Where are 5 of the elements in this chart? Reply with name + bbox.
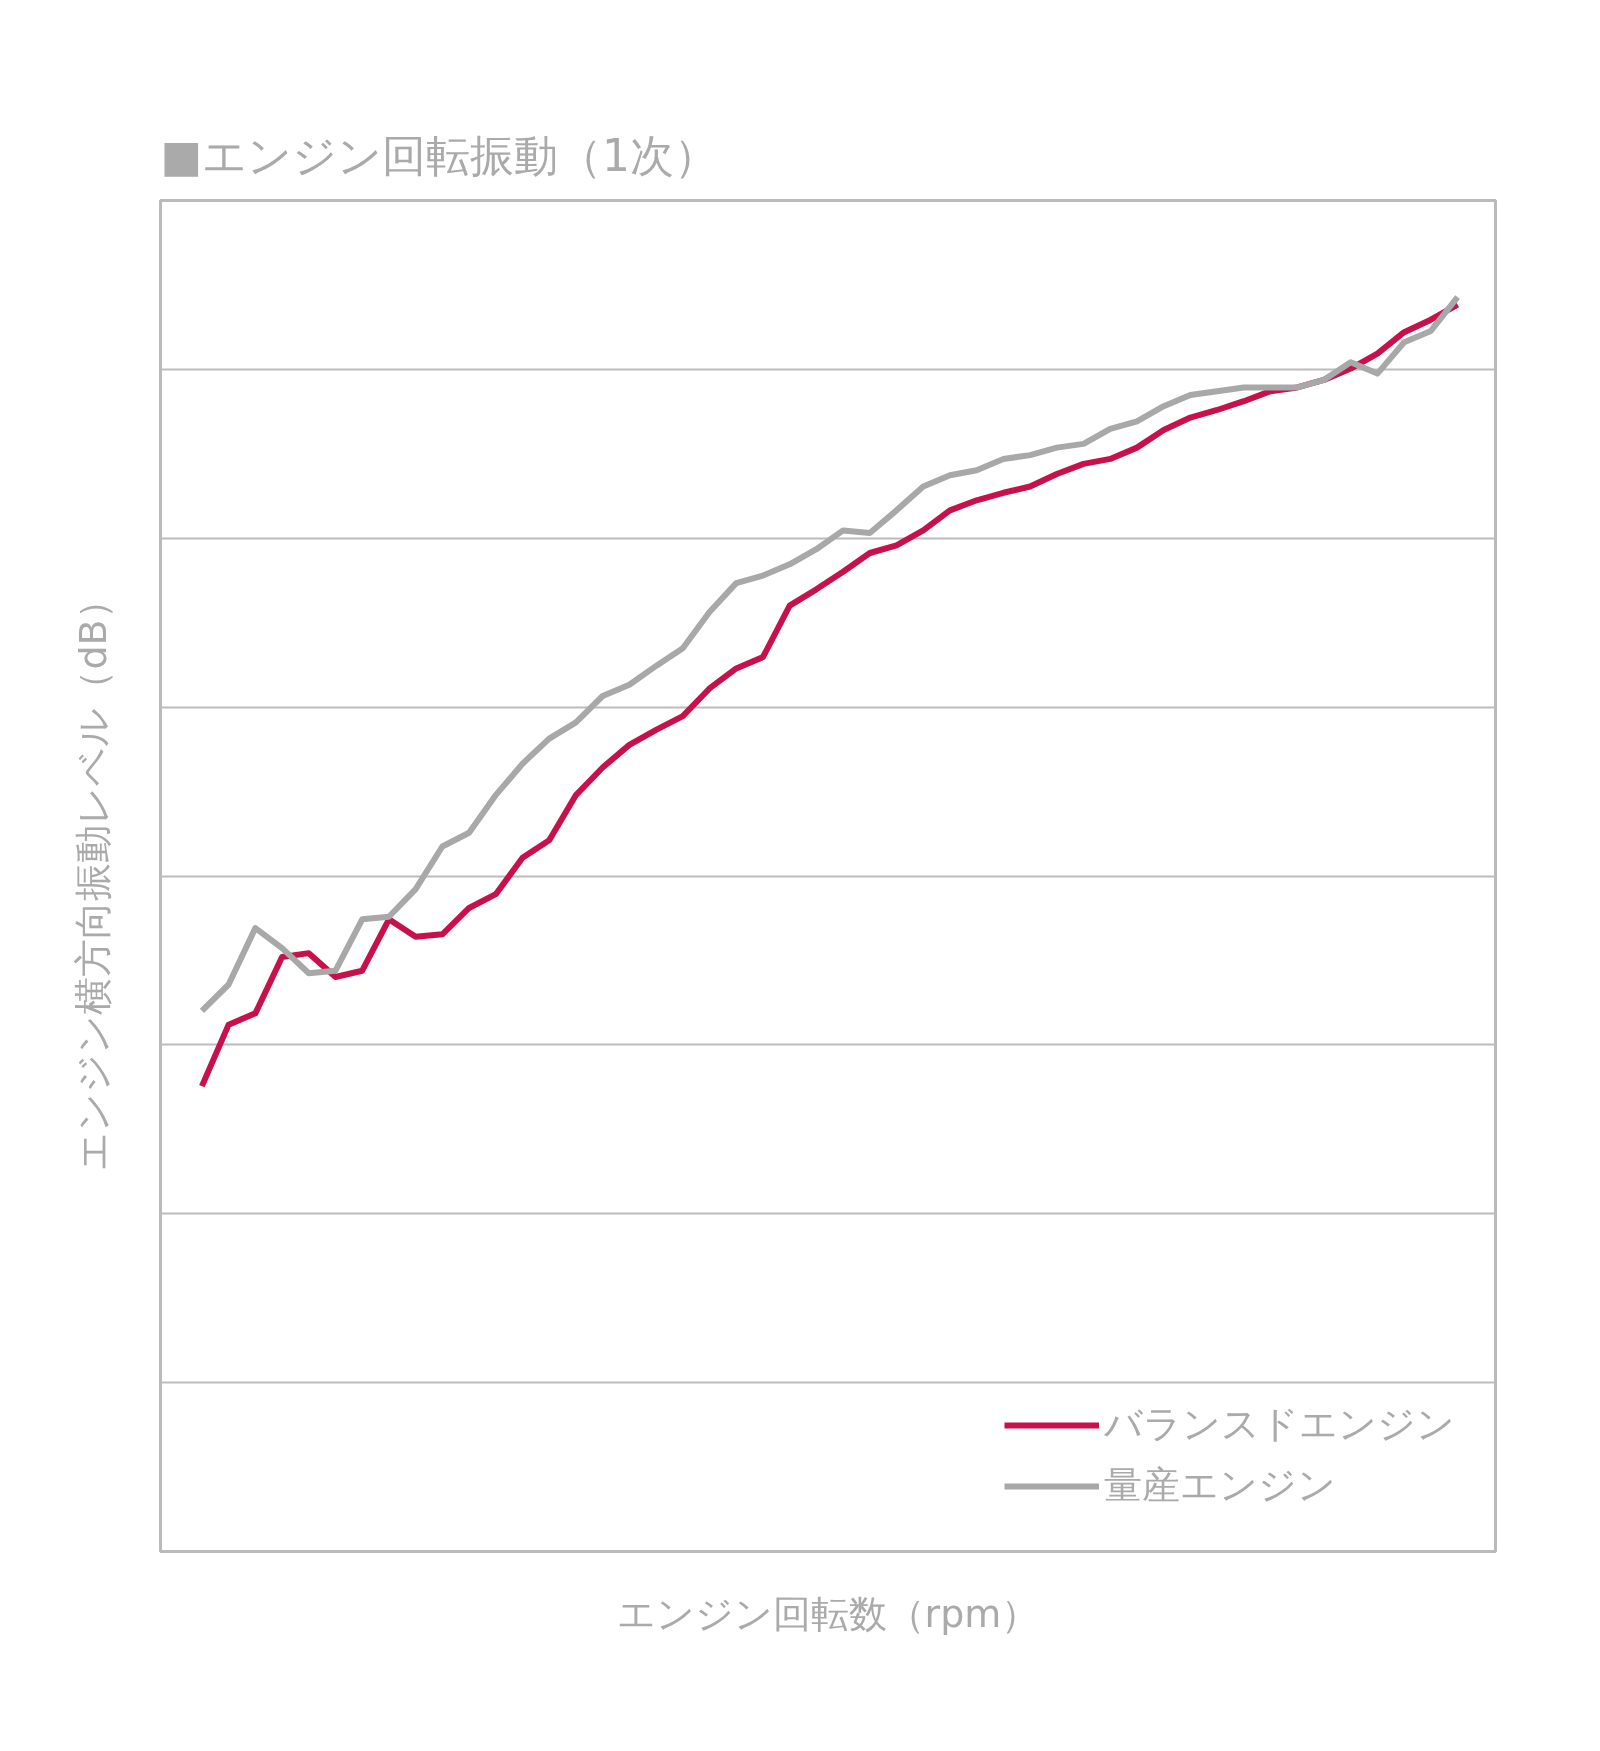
legend-label: 量産エンジン (1104, 1462, 1336, 1509)
legend-label: バランスドエンジン (1104, 1401, 1455, 1448)
x-axis-title: エンジン回転数（rpm） (616, 1591, 1040, 1636)
y-axis-title: エンジン横方向振動レベル（dB） (70, 581, 115, 1171)
chart-title: ■エンジン回転振動（1次） (160, 129, 719, 181)
